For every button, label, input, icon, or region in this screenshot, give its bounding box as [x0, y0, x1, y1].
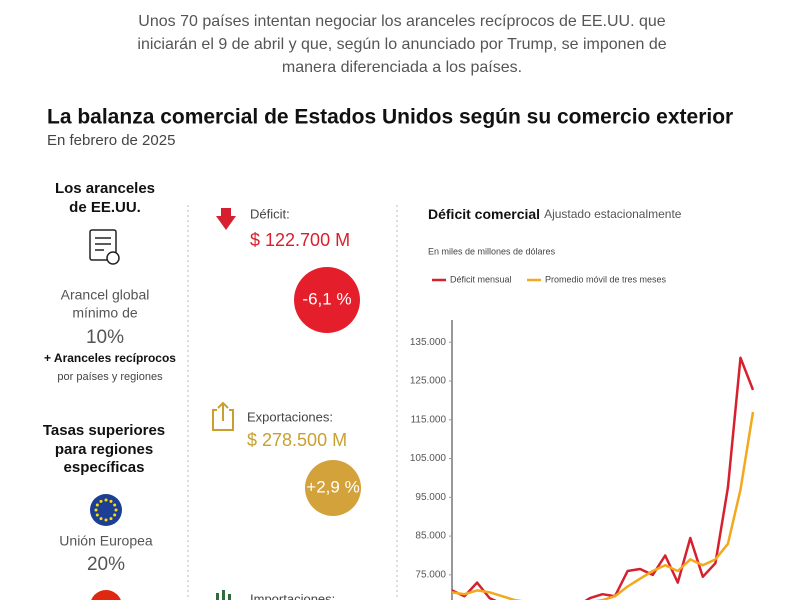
region-name: Unión Europea: [59, 533, 153, 549]
reciprocal-note: por países y regiones: [57, 371, 163, 383]
eu-star: [104, 518, 108, 522]
legend-label: Déficit mensual: [450, 274, 512, 284]
y-tick-label: 95.000: [415, 492, 446, 503]
higher-heading: Tasas superiores: [43, 422, 165, 439]
data-line: [452, 356, 755, 600]
import-icon: [228, 594, 231, 600]
exports-amount: $ 278.500 M: [247, 430, 347, 450]
deficit-change: -6,1 %: [302, 289, 351, 308]
eu-star: [95, 503, 99, 507]
higher-heading: específicas: [64, 459, 145, 476]
import-icon: [222, 590, 225, 600]
deficit-label: Déficit:: [250, 206, 290, 221]
y-tick-label: 105.000: [410, 453, 447, 464]
eu-star: [114, 508, 118, 512]
page-subtitle: En febrero de 2025: [47, 132, 175, 149]
tariffs-heading: Los aranceles: [55, 180, 155, 197]
china-flag: [91, 590, 121, 600]
eu-star: [113, 503, 117, 507]
y-tick-label: 85.000: [415, 531, 446, 542]
intro-line: Unos 70 países intentan negociar los ara…: [138, 13, 666, 30]
exports-badge: [305, 460, 361, 516]
y-tick-label: 75.000: [415, 570, 446, 581]
y-tick-label: 135.000: [410, 337, 447, 348]
region-rate: 20%: [87, 554, 125, 575]
imports-label: Importaciones:: [250, 591, 335, 600]
exports-label: Exportaciones:: [247, 409, 333, 424]
eu-star: [95, 513, 99, 517]
chart-subtitle: Ajustado estacionalmente: [544, 207, 682, 221]
eu-star: [109, 499, 113, 503]
eu-star: [113, 513, 117, 517]
exports-change: +2,9 %: [306, 477, 359, 496]
document-icon: [89, 229, 120, 265]
y-tick-label: 125.000: [410, 376, 447, 387]
eu-star: [99, 499, 103, 503]
deficit-badge: [294, 267, 360, 333]
higher-heading: para regiones: [55, 441, 153, 458]
intro-line: manera diferenciada a los países.: [282, 59, 522, 76]
eu-star: [94, 508, 98, 512]
eu-star: [99, 517, 103, 521]
export-icon: [212, 401, 234, 431]
down-arrow-icon: [216, 208, 236, 230]
global-label: mínimo de: [72, 305, 138, 321]
reciprocal-label: + Aranceles recíprocos: [44, 351, 176, 365]
plot-area: [452, 356, 755, 600]
legend-label: Promedio móvil de tres meses: [545, 274, 667, 284]
data-line: [452, 411, 755, 600]
import-icon: [216, 593, 219, 600]
chart-title-main: Déficit comercial: [428, 206, 540, 222]
global-label: Arancel global: [61, 287, 150, 303]
eu-star: [109, 517, 113, 521]
global-rate: 10%: [86, 327, 124, 348]
chart: 75.000 85.000 95.000 105.000 115.000 125.000 1…: [410, 274, 755, 600]
y-tick-label: 115.000: [411, 414, 447, 425]
tariffs-heading: de EE.UU.: [69, 199, 141, 216]
page-title: La balanza comercial de Estados Unidos s…: [47, 106, 733, 129]
chart-title: Déficit comercial Ajustado estacionalment…: [428, 206, 682, 222]
eu-star: [104, 498, 108, 502]
eu-flag: [90, 494, 122, 526]
intro-line: iniciarán el 9 de abril y que, según lo …: [137, 36, 666, 53]
deficit-amount: $ 122.700 M: [250, 230, 350, 250]
y-axis-label: En miles de millones de dólares: [428, 246, 556, 256]
